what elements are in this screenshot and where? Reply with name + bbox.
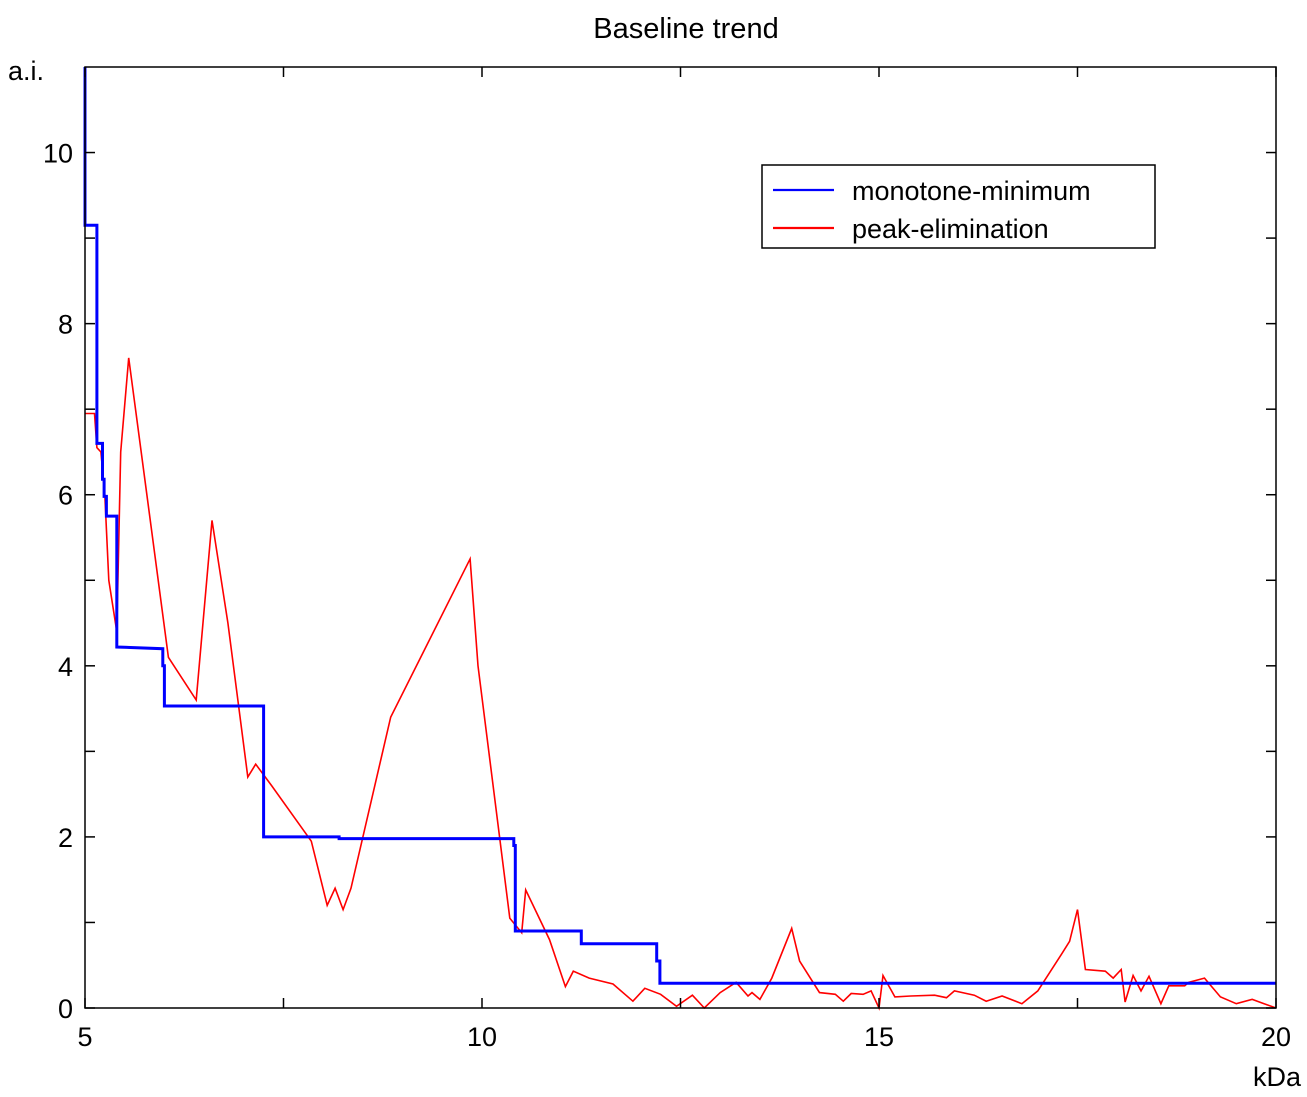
y-axis-label: a.i.: [8, 56, 44, 86]
chart-title: Baseline trend: [593, 13, 778, 45]
plot-frame: [84, 66, 1277, 1009]
legend-label-peak-elimination: peak-elimination: [852, 214, 1049, 244]
x-tick-label: 10: [467, 1022, 497, 1052]
series-layer: [83, 67, 1277, 1011]
y-tick-label: 10: [43, 139, 73, 169]
legend: monotone-minimum peak-elimination: [761, 164, 1156, 249]
series-line-peak-elimination: [85, 357, 1277, 1011]
x-tick-label: 20: [1261, 1022, 1291, 1052]
series-line-monotone-minimum: [83, 67, 1276, 985]
y-tick-label: 4: [58, 652, 73, 682]
y-tick-label: 6: [58, 481, 73, 511]
legend-label-monotone-minimum: monotone-minimum: [852, 176, 1091, 206]
y-tick-label: 0: [58, 994, 73, 1024]
x-tick-label: 5: [77, 1022, 92, 1052]
ticks-layer: 5 10 15 20 0 2 4 6 8 10: [43, 67, 1291, 1052]
y-tick-label: 8: [58, 310, 73, 340]
legend-box: [761, 164, 1156, 249]
x-axis-label: kDa: [1253, 1062, 1302, 1092]
x-tick-label: 15: [864, 1022, 894, 1052]
y-tick-label: 2: [58, 823, 73, 853]
